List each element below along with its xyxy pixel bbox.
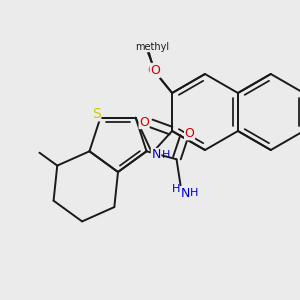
Text: H: H [172,184,181,194]
Text: O: O [150,64,160,77]
Text: S: S [92,107,101,121]
Text: O: O [139,116,149,128]
Text: methyl: methyl [135,42,169,52]
Text: N: N [152,148,161,161]
Text: N: N [181,187,190,200]
Text: H: H [162,150,170,160]
Text: O: O [184,127,194,140]
Text: H: H [190,188,199,198]
Text: O: O [147,64,157,76]
